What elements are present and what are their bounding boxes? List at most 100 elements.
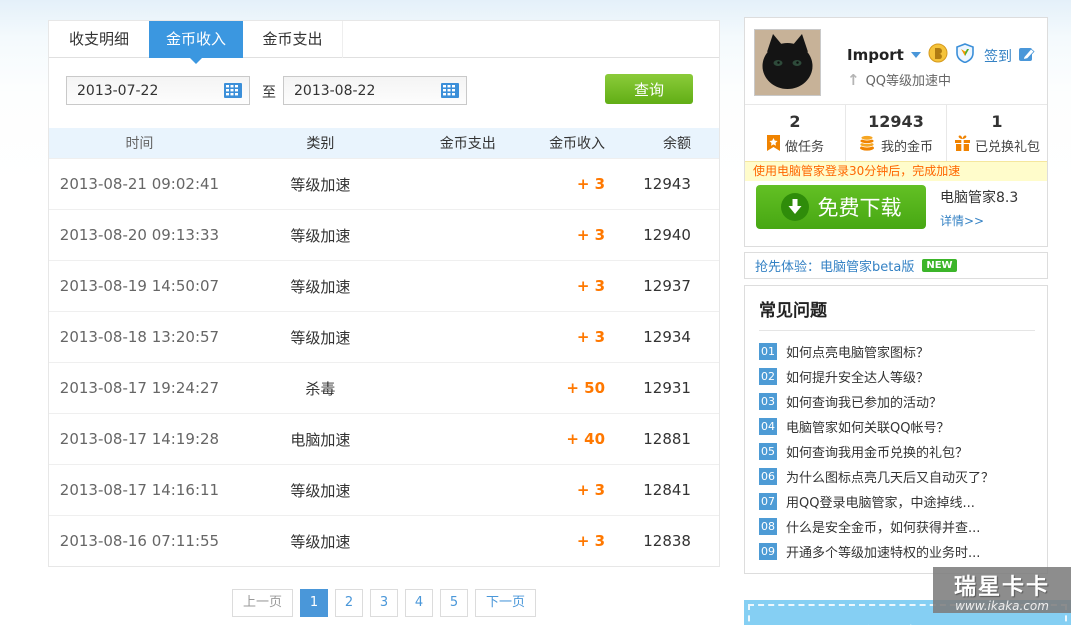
faq-title: 常见问题 (759, 301, 827, 321)
col-header-time: 时间 (125, 136, 154, 152)
status-text: QQ等级加速中 (865, 74, 952, 89)
faq-question: 如何查询我用金币兑换的礼包？ (786, 446, 969, 461)
cell-time: 2013-08-19 14:50:07 (59, 277, 220, 295)
task-medal-icon (766, 135, 781, 156)
faq-number-badge: 09 (759, 543, 777, 560)
avatar[interactable] (754, 29, 821, 96)
next-page-button[interactable]: 下一页 (475, 589, 537, 617)
faq-number-badge: 03 (759, 393, 777, 410)
table-row: 2013-08-18 13:20:57 等级加速 + 3 12934 (49, 311, 719, 362)
tab-income-expense-details[interactable]: 收支明细 (68, 30, 129, 48)
faq-item[interactable]: 05 如何查询我用金币兑换的礼包？ (759, 439, 1035, 464)
faq-item[interactable]: 07 用QQ登录电脑管家，中途掉线... (759, 489, 1035, 514)
coins-icon (859, 135, 877, 155)
banner-text: 安全 (854, 616, 938, 625)
cell-time: 2013-08-17 14:19:28 (59, 430, 220, 448)
details-link[interactable]: 详情>> (940, 214, 985, 228)
cell-income: + 3 (576, 277, 606, 295)
faq-item[interactable]: 02 如何提升安全达人等级？ (759, 364, 1035, 389)
date-to-input[interactable]: 2013-08-22 (283, 76, 467, 105)
faq-item[interactable]: 09 开通多个等级加速特权的业务时... (759, 539, 1035, 564)
faq-question: 什么是安全金币，如何获得并查... (786, 521, 981, 536)
faq-question: 电脑管家如何关联QQ帐号？ (786, 421, 950, 436)
calendar-icon[interactable] (224, 83, 242, 98)
stat-coins[interactable]: 12943 我的金币 (845, 105, 946, 161)
cell-income: + 3 (576, 532, 606, 550)
new-badge: NEW (922, 259, 957, 272)
prev-page-button[interactable]: 上一页 (231, 589, 293, 617)
table-header: 时间 类别 金币支出 金币收入 余额 (49, 128, 719, 158)
page-button-3[interactable]: 3 (370, 589, 398, 617)
cell-balance: 12881 (643, 430, 691, 448)
date-range-separator: 至 (262, 85, 276, 101)
faq-item[interactable]: 08 什么是安全金币，如何获得并查... (759, 514, 1035, 539)
stat-tasks[interactable]: 2 做任务 (745, 105, 845, 161)
signin-row: 签到 (984, 45, 1035, 66)
faq-question: 如何点亮电脑管家图标？ (786, 346, 930, 361)
page-button-5[interactable]: 5 (440, 589, 468, 617)
faq-number-badge: 08 (759, 518, 777, 535)
divider (759, 330, 1035, 331)
download-arrow-icon (780, 193, 809, 221)
faq-item[interactable]: 01 如何点亮电脑管家图标？ (759, 339, 1035, 364)
cell-category: 电脑加速 (290, 430, 351, 449)
watermark-url: www.ikaka.com (955, 599, 1049, 613)
faq-question: 如何提升安全达人等级？ (786, 371, 930, 386)
table-row: 2013-08-17 14:16:11 等级加速 + 3 12841 (49, 464, 719, 515)
username[interactable]: Import (847, 46, 904, 64)
faq-item[interactable]: 04 电脑管家如何关联QQ帐号？ (759, 414, 1035, 439)
speedup-notice-bar: 使用电脑管家登录30分钟后，完成加速 (745, 161, 1047, 181)
cell-balance: 12943 (643, 175, 691, 193)
calendar-icon[interactable] (441, 83, 459, 98)
cell-income: + 3 (576, 328, 606, 346)
page-button-1[interactable]: 1 (300, 589, 328, 617)
beta-link[interactable]: 抢先体验：电脑管家beta版 (755, 260, 915, 275)
free-download-button[interactable]: 免费下载 (756, 185, 926, 229)
query-button[interactable]: 查询 (605, 74, 693, 104)
stat-gifts[interactable]: 1 已兑换礼包 (946, 105, 1047, 161)
faq-item[interactable]: 03 如何查询我已参加的活动？ (759, 389, 1035, 414)
tab-coin-expense[interactable]: 金币支出 (243, 21, 343, 58)
faq-item[interactable]: 06 为什么图标点亮几天后又自动灭了？ (759, 464, 1035, 489)
tab-bar: 收支明细 金币收入 金币支出 (49, 21, 719, 64)
table-row: 2013-08-17 19:24:27 杀毒 + 50 12931 (49, 362, 719, 413)
cell-income: + 50 (566, 379, 606, 397)
date-from-input[interactable]: 2013-07-22 (66, 76, 250, 105)
page-button-4[interactable]: 4 (405, 589, 433, 617)
stat-gifts-value: 1 (991, 112, 1003, 131)
cell-balance: 12931 (643, 379, 691, 397)
watermark-brand: 瑞星卡卡 (953, 575, 1050, 600)
cell-income: + 40 (566, 430, 606, 448)
faq-number-badge: 02 (759, 368, 777, 385)
cell-time: 2013-08-16 07:11:55 (59, 532, 220, 550)
col-header-expense: 金币支出 (439, 136, 496, 152)
watermark: 瑞星卡卡 www.ikaka.com (933, 567, 1071, 613)
signin-link[interactable]: 签到 (984, 48, 1012, 65)
cell-category: 等级加速 (290, 481, 351, 500)
stat-coins-value: 12943 (868, 112, 924, 131)
faq-number-badge: 01 (759, 343, 777, 360)
free-download-label: 免费下载 (817, 196, 902, 220)
beta-promo-panel: 抢先体验：电脑管家beta版 NEW (744, 252, 1048, 279)
faq-question: 为什么图标点亮几天后又自动灭了？ (786, 471, 995, 486)
table-row: 2013-08-19 14:50:07 等级加速 + 3 12937 (49, 260, 719, 311)
date-filter-bar: 2013-07-22 至 2013-08-22 查询 (49, 58, 719, 128)
stat-coins-label: 我的金币 (880, 139, 933, 155)
cell-time: 2013-08-17 14:16:11 (59, 481, 220, 499)
product-name: 电脑管家8.3 (940, 190, 1019, 206)
col-header-income: 金币收入 (549, 136, 606, 152)
cell-category: 等级加速 (290, 328, 351, 347)
coin-badge-icon (928, 43, 948, 67)
up-arrow-icon: ↑ (847, 70, 860, 89)
page-button-2[interactable]: 2 (335, 589, 363, 617)
cell-category: 杀毒 (305, 379, 336, 398)
cell-balance: 12934 (643, 328, 691, 346)
cell-income: + 3 (576, 226, 606, 244)
tab-coin-income[interactable]: 金币收入 (149, 21, 243, 64)
chevron-down-icon[interactable] (910, 52, 921, 58)
cell-category: 等级加速 (290, 226, 351, 245)
date-to-value: 2013-08-22 (294, 82, 376, 99)
cell-category: 等级加速 (290, 175, 351, 194)
signin-edit-icon[interactable] (1018, 45, 1035, 66)
pagination: 上一页 1 2 3 4 5 下一页 (48, 589, 720, 617)
